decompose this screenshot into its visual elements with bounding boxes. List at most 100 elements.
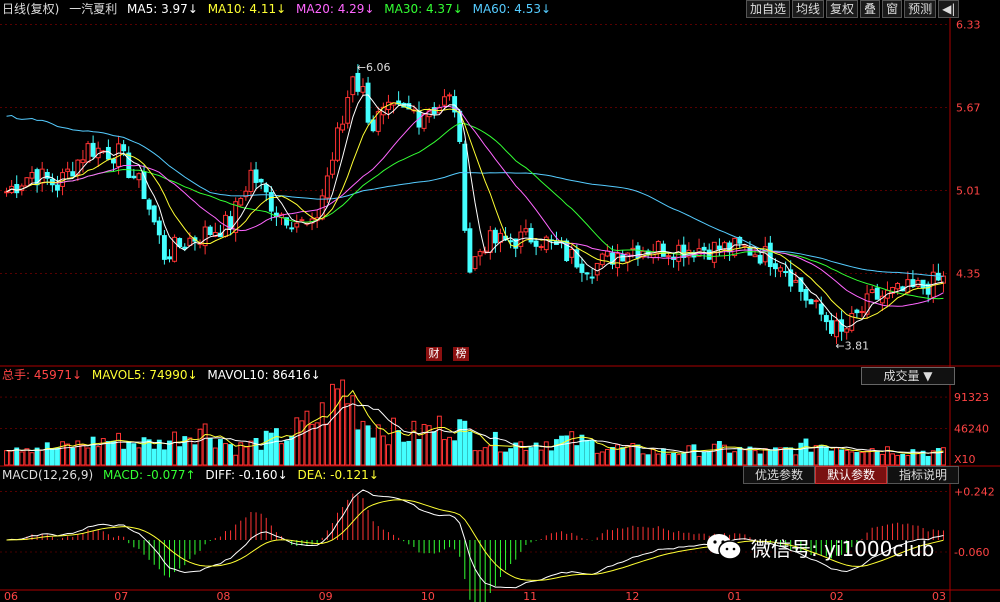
dea-line: [6, 499, 944, 581]
mavol10-label: MAVOL10: 86416↓: [207, 368, 321, 382]
candle-down: [579, 263, 585, 273]
collapse-panel-button[interactable]: ◀|: [938, 0, 960, 18]
volume-bar: [900, 453, 906, 466]
candle-down: [584, 272, 590, 275]
volume-bar: [294, 417, 300, 466]
volume-bar: [706, 451, 712, 466]
candle-up: [732, 237, 738, 257]
candle-up: [599, 253, 605, 266]
volume-bar: [75, 440, 81, 466]
mavol5-label: MAVOL5: 74990↓: [91, 368, 198, 382]
candle-up: [29, 172, 35, 179]
volume-bar: [360, 420, 366, 466]
volume-bar: [85, 447, 91, 466]
volume-bar: [828, 450, 834, 466]
candle-down: [462, 143, 468, 231]
volume-bar: [396, 430, 402, 466]
candle-down: [44, 172, 50, 179]
volume-bar: [635, 444, 641, 466]
finance-tag[interactable]: 财: [426, 347, 442, 361]
volume-bar: [49, 448, 55, 466]
volume-bar: [788, 447, 794, 466]
candle-up: [80, 159, 86, 164]
candle-down: [70, 171, 76, 177]
candle-up: [859, 311, 865, 314]
candle-down: [757, 254, 763, 264]
volume-bar: [309, 423, 315, 466]
candle-up: [895, 283, 901, 290]
volume-bar: [813, 445, 819, 466]
indicator-help-button[interactable]: 指标说明: [887, 466, 959, 484]
volume-bar: [416, 439, 422, 466]
candle-up: [752, 254, 758, 258]
candle-up: [722, 242, 727, 250]
volume-bar: [126, 441, 132, 466]
volume-bar: [426, 425, 432, 466]
adjust-button[interactable]: 复权: [826, 0, 859, 18]
volume-bar: [111, 440, 116, 466]
volume-bar: [910, 449, 916, 466]
macd-buttons: 优选参数 默认参数 指标说明: [743, 466, 959, 484]
volume-bar: [762, 448, 768, 466]
candle-up: [85, 143, 91, 163]
diff-line: [6, 489, 944, 589]
candle-down: [55, 184, 60, 191]
volume-bar: [844, 449, 850, 466]
volume-bar: [391, 417, 396, 466]
x-tick-label: 11: [523, 590, 537, 602]
candle-up: [604, 250, 610, 257]
add-watchlist-button[interactable]: 加自选: [746, 0, 791, 18]
volume-bar: [696, 455, 702, 466]
volume-bar: [935, 448, 941, 466]
candle-down: [818, 303, 824, 315]
ranking-tag[interactable]: 榜: [453, 347, 469, 361]
volume-bar: [742, 449, 748, 466]
candle-up: [238, 197, 244, 206]
volume-bar: [70, 447, 76, 466]
volume-bar: [447, 436, 452, 466]
candle-up: [447, 94, 452, 97]
volume-bar: [849, 451, 855, 466]
candle-down: [14, 183, 20, 194]
volume-bar: [284, 440, 290, 466]
volume-bar: [655, 453, 661, 466]
volume-bar: [105, 441, 111, 466]
volume-bar: [691, 444, 697, 466]
volume-bar: [60, 441, 65, 466]
ma-button[interactable]: 均线: [792, 0, 825, 18]
volume-bar: [100, 438, 106, 466]
window-button[interactable]: 窗: [882, 0, 903, 18]
volume-bar: [442, 439, 447, 466]
volume-bar: [615, 444, 621, 466]
volume-bar: [533, 442, 539, 466]
candle-up: [676, 244, 682, 262]
default-params-button[interactable]: 默认参数: [815, 466, 887, 484]
indicator-selector[interactable]: 成交量 ▼: [861, 367, 955, 385]
forecast-button[interactable]: 预测: [904, 0, 937, 18]
candle-up: [487, 230, 493, 253]
candle-down: [920, 279, 926, 289]
x-tick-label: 03: [932, 590, 946, 602]
volume-bar: [161, 449, 167, 466]
candle-down: [716, 245, 722, 250]
price-header: 日线(复权) 一汽夏利 MA5: 3.97↓ MA10: 4.11↓ MA20:…: [2, 2, 557, 16]
volume-bar: [885, 446, 890, 466]
candle-down: [803, 289, 809, 301]
macd-name-label: MACD(12,26,9): [2, 468, 94, 482]
volume-bar: [217, 439, 223, 466]
volume-bar: [34, 447, 40, 466]
optimize-params-button[interactable]: 优选参数: [743, 466, 815, 484]
volume-bar: [722, 444, 727, 466]
volume-bar: [757, 453, 763, 466]
volume-bar: [192, 444, 198, 466]
volume-bar: [716, 441, 722, 466]
volume-bar: [304, 410, 310, 466]
volume-unit-label: X10: [954, 453, 976, 466]
volume-bar: [319, 402, 325, 466]
volume-bar: [467, 431, 473, 466]
candle-down: [620, 254, 626, 262]
volume-bar: [340, 379, 346, 466]
overlay-button[interactable]: 叠: [860, 0, 881, 18]
volume-bar: [854, 452, 860, 466]
